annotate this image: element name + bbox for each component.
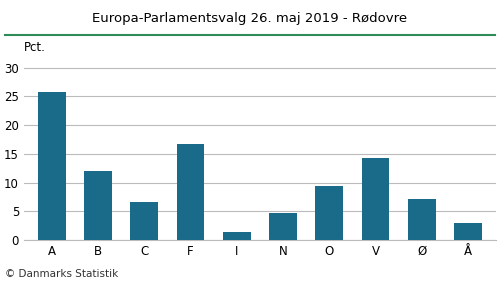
Bar [176, 144, 204, 240]
Text: Pct.: Pct. [24, 41, 46, 54]
Text: © Danmarks Statistik: © Danmarks Statistik [5, 269, 118, 279]
Text: Europa-Parlamentsvalg 26. maj 2019 - Rødovre: Europa-Parlamentsvalg 26. maj 2019 - Rød… [92, 12, 407, 25]
Bar [223, 232, 250, 240]
Bar [130, 202, 158, 240]
Bar [316, 186, 343, 240]
Bar [454, 223, 482, 240]
Bar [38, 92, 66, 240]
Bar [362, 158, 390, 240]
Bar [269, 213, 297, 240]
Bar [408, 199, 436, 240]
Bar [84, 171, 112, 240]
